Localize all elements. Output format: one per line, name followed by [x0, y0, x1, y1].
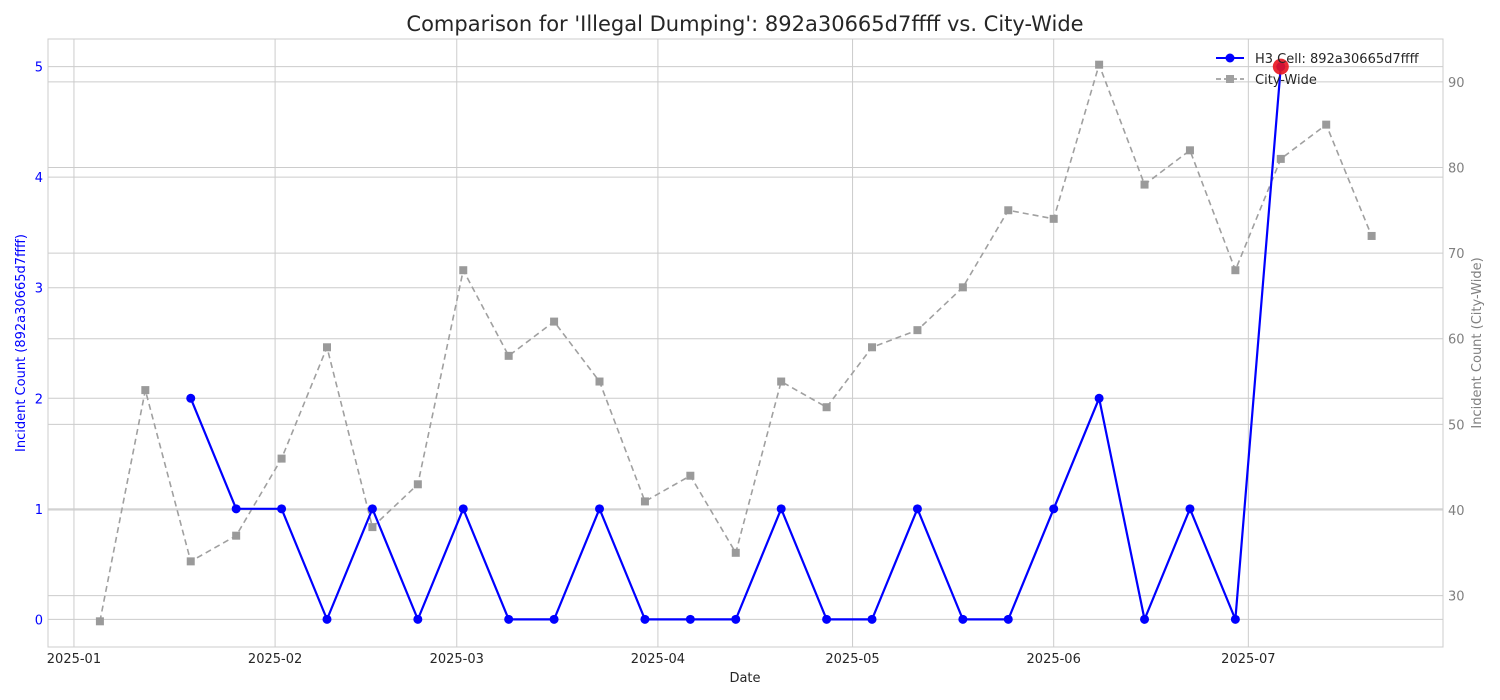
legend: H3 Cell: 892a30665d7ffff City-Wide	[1216, 52, 1420, 88]
y-axis-right-label: Incident Count (City-Wide)	[1470, 257, 1485, 428]
x-tick-label: 2025-02	[248, 652, 302, 667]
legend-label-city: City-Wide	[1255, 73, 1317, 88]
h3-cell-point	[912, 504, 922, 514]
city-wide-point	[95, 617, 104, 626]
y-left-tick-label: 0	[35, 613, 43, 628]
x-axis-label: Date	[729, 671, 760, 686]
city-wide-point	[1276, 154, 1285, 163]
x-tick-label: 2025-07	[1221, 652, 1275, 667]
h3-cell-point	[1185, 504, 1195, 514]
x-tick-label: 2025-01	[47, 652, 101, 667]
y-left-tick-label: 1	[35, 503, 43, 518]
y-right-tick-label: 50	[1448, 418, 1465, 433]
city-wide-point	[1231, 266, 1240, 275]
y-right-tick-label: 30	[1448, 590, 1465, 605]
city-wide-point	[323, 343, 331, 352]
axis-ticks: 2025-01 2025-02 2025-03 2025-04 2025-05 2025-…	[35, 61, 1465, 667]
city-wide-point	[686, 471, 695, 480]
h3-cell-point	[685, 614, 695, 624]
y-left-tick-label: 2	[35, 392, 43, 407]
city-wide-point	[1185, 146, 1194, 155]
series-layer	[95, 58, 1376, 626]
y-axis-left-label: Incident Count (892a30665d7ffff)	[14, 234, 29, 452]
h3-cell-point	[958, 614, 968, 624]
city-wide-point	[459, 266, 468, 275]
legend-label-h3: H3 Cell: 892a30665d7ffff	[1255, 52, 1420, 67]
city-wide-point	[232, 531, 241, 540]
grid	[48, 39, 1443, 647]
h3-cell-point	[640, 614, 650, 624]
city-wide-point	[1367, 231, 1376, 240]
h3-cell-point	[731, 614, 741, 624]
h3-cell-point	[322, 614, 332, 624]
city-wide-point	[504, 351, 513, 360]
y-right-tick-label: 90	[1448, 76, 1465, 91]
x-tick-label: 2025-03	[430, 652, 484, 667]
plot-frame	[47, 38, 1444, 648]
city-wide-point	[413, 480, 422, 489]
h3-cell-point	[504, 614, 514, 624]
city-wide-point	[277, 454, 286, 463]
h3-cell-line	[189, 66, 1282, 624]
y-left-tick-label: 5	[35, 61, 43, 76]
city-wide-point	[777, 377, 786, 386]
y-left-tick-label: 4	[35, 171, 43, 186]
city-wide-line	[99, 62, 1373, 622]
city-wide-point	[368, 523, 377, 532]
city-wide-point	[1140, 180, 1149, 189]
x-tick-label: 2025-05	[825, 652, 879, 667]
y-right-tick-label: 70	[1448, 247, 1465, 262]
y-left-tick-label: 3	[35, 282, 43, 297]
city-wide-point	[640, 497, 649, 506]
city-wide-point	[595, 377, 604, 386]
h3-cell-point	[1140, 614, 1150, 624]
city-wide-point	[913, 326, 922, 335]
city-wide-point	[550, 317, 559, 326]
h3-cell-point	[1003, 614, 1013, 624]
h3-cell-point	[1230, 614, 1240, 624]
h3-cell-point	[822, 614, 832, 624]
h3-cell-point	[776, 504, 786, 514]
chart-title: Comparison for 'Illegal Dumping': 892a30…	[406, 12, 1083, 36]
city-wide-point	[731, 548, 740, 557]
h3-cell-point	[458, 504, 468, 514]
h3-cell-point	[1049, 504, 1059, 514]
h3-cell-point	[231, 504, 241, 514]
h3-cell-point	[186, 393, 196, 403]
city-wide-point	[1004, 206, 1013, 215]
city-wide-point	[868, 343, 877, 352]
y-right-tick-label: 80	[1448, 161, 1465, 176]
h3-cell-point	[595, 504, 605, 514]
city-wide-point	[186, 557, 195, 566]
h3-cell-point	[367, 504, 377, 514]
h3-cell-point	[549, 614, 559, 624]
x-tick-label: 2025-04	[631, 652, 685, 667]
city-wide-point	[1322, 120, 1331, 129]
h3-cell-point	[867, 614, 877, 624]
y-right-tick-label: 40	[1448, 504, 1465, 519]
city-wide-point	[1049, 214, 1058, 223]
legend-marker-city	[1226, 75, 1234, 83]
city-wide-point	[141, 386, 150, 395]
h3-cell-point	[1094, 393, 1104, 403]
y-right-tick-label: 60	[1448, 333, 1465, 348]
legend-marker-h3	[1225, 53, 1235, 63]
highlight-point	[1272, 58, 1289, 75]
h3-cell-point	[413, 614, 423, 624]
city-wide-point	[822, 403, 831, 412]
x-tick-label: 2025-06	[1027, 652, 1081, 667]
city-wide-point	[1095, 60, 1104, 69]
h3-cell-point	[277, 504, 287, 514]
city-wide-point	[958, 283, 967, 292]
